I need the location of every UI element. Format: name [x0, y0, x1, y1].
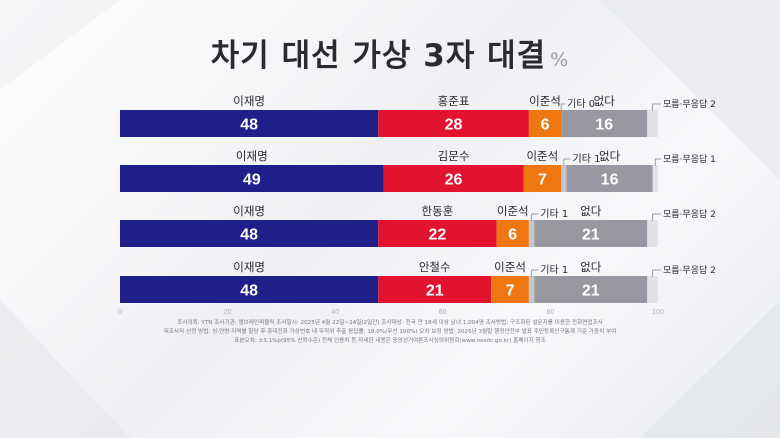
- bar-segment: [378, 110, 529, 137]
- bar-segment: [528, 276, 535, 303]
- chart-title-text: 차기 대선 가상 3자 대결: [210, 38, 547, 74]
- bar-segment: [561, 165, 567, 192]
- segment-name-label: 안철수: [419, 260, 451, 274]
- bar-value-label: 6: [541, 117, 550, 134]
- bar-value-label: 21: [426, 283, 444, 300]
- bar-value-label: 26: [445, 172, 463, 189]
- bar-segment: [528, 220, 535, 247]
- bar-value-label: 6: [508, 227, 517, 244]
- bar-value-label: 21: [582, 227, 600, 244]
- etc-label: 기타 1: [540, 208, 568, 220]
- bar-value-label: 16: [595, 117, 613, 134]
- bar-value-label: 16: [601, 172, 619, 189]
- unit-label: %: [550, 49, 570, 71]
- bar-value-label: 48: [240, 283, 258, 300]
- bar-segment: [652, 165, 658, 192]
- bar-segment: [647, 220, 658, 247]
- footnote-line-1: 조사의뢰: YTN 조사기관: 엠브레인퍼블릭 조사일시: 2025년 4월 2…: [177, 320, 603, 326]
- bar-segment: [120, 276, 379, 303]
- segment-name-label: 이준석: [526, 149, 558, 163]
- bar-segment: [561, 110, 648, 137]
- segment-name-label: 이재명: [233, 94, 265, 108]
- segment-name-label: 한동훈: [422, 204, 454, 218]
- segment-name-label: 없다: [594, 94, 616, 108]
- bar-segment: [523, 165, 562, 192]
- x-tick-label: 60: [439, 309, 447, 316]
- bar-segment: [566, 165, 653, 192]
- x-tick-label: 100: [652, 309, 664, 316]
- segment-name-label: 이준석: [497, 204, 529, 218]
- x-tick-label: 20: [224, 309, 232, 316]
- etc-label: 기타 1: [573, 153, 601, 165]
- etc-label: 기타 0: [567, 98, 595, 110]
- bar-value-label: 48: [240, 227, 258, 244]
- bar-value-label: 49: [243, 172, 261, 189]
- segment-name-label: 홍준표: [438, 94, 470, 108]
- segment-name-label: 이재명: [233, 204, 265, 218]
- bar-segment: [528, 110, 562, 137]
- chart-title: 차기 대선 가상 3자 대결%: [0, 30, 780, 75]
- bar-segment: [647, 276, 658, 303]
- dontknow-label: 모름·무응답 2: [663, 264, 716, 276]
- etc-label: 기타 1: [540, 264, 568, 276]
- bar-value-label: 21: [582, 283, 600, 300]
- x-tick-label: 40: [331, 309, 339, 316]
- footnote-line-3: 표본오차: ±3.1%p(95% 신뢰수준) 전체 인용치 등 자세한 내용은 …: [234, 338, 546, 344]
- bar-segment: [378, 276, 492, 303]
- footnote-line-2: 피조사자 선정 방법: 성·연령·지역별 할당 후 휴대전화 가상번호 내 무작…: [163, 329, 617, 335]
- bar-value-label: 7: [506, 283, 515, 300]
- bar-segment: [120, 220, 379, 247]
- segment-name-label: 김문수: [438, 149, 470, 163]
- segment-name-label: 이재명: [233, 260, 265, 274]
- bar-segment: [120, 165, 384, 192]
- segment-name-label: 이재명: [236, 149, 268, 163]
- bar-segment: [534, 220, 648, 247]
- bar-value-label: 22: [429, 227, 447, 244]
- bar-value-label: 7: [538, 172, 547, 189]
- x-tick-label: 0: [118, 309, 122, 316]
- segment-name-label: 없다: [580, 260, 602, 274]
- dontknow-label: 모름·무응답 2: [663, 208, 716, 220]
- bar-segment: [120, 110, 379, 137]
- bar-segment: [647, 110, 658, 137]
- dontknow-label: 모름·무응답 2: [663, 98, 716, 110]
- segment-name-label: 이준석: [494, 260, 526, 274]
- bar-segment: [491, 276, 529, 303]
- bar-segment: [383, 165, 524, 192]
- segment-name-label: 이준석: [529, 94, 561, 108]
- dontknow-label: 모름·무응답 1: [663, 153, 716, 165]
- bar-segment: [534, 276, 648, 303]
- bar-segment: [378, 220, 497, 247]
- segment-name-label: 없다: [599, 149, 621, 163]
- bar-value-label: 48: [240, 117, 258, 134]
- segment-name-label: 없다: [580, 204, 602, 218]
- bar-value-label: 28: [445, 117, 463, 134]
- bar-segment: [496, 220, 529, 247]
- x-tick-label: 80: [547, 309, 555, 316]
